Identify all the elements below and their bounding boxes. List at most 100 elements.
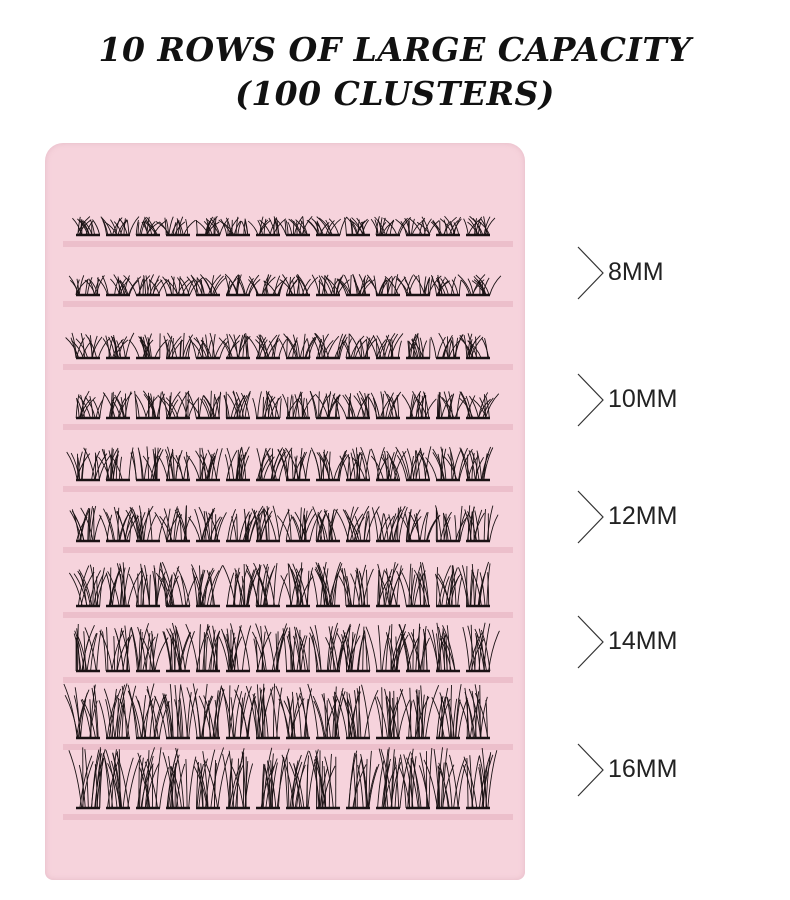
lash-cluster [136, 747, 170, 810]
title-line-2: (100 CLUSTERS) [235, 74, 555, 113]
lash-cluster [423, 747, 467, 810]
lash-cluster [72, 216, 101, 237]
lash-cluster [163, 332, 194, 360]
lash-cluster [309, 390, 341, 420]
lash-cluster [100, 216, 140, 237]
lash-cluster [185, 623, 221, 673]
lash-cluster [281, 749, 319, 810]
lash-cluster [224, 273, 261, 297]
lash-cluster [338, 564, 374, 608]
lash-cluster [425, 446, 473, 482]
lash-cluster [339, 446, 371, 482]
lash-cluster [277, 447, 312, 482]
lash-cluster [190, 564, 223, 608]
lash-cluster [130, 446, 164, 482]
lash-cluster [311, 274, 350, 297]
lash-cluster [395, 446, 432, 482]
lash-cluster [398, 623, 430, 673]
lash-cluster [335, 390, 370, 420]
lash-cluster [430, 332, 464, 360]
lash-cluster [256, 747, 290, 810]
lash-rows [63, 215, 513, 820]
tray-groove [63, 486, 513, 492]
lash-cluster [220, 684, 257, 740]
lash-cluster [154, 684, 198, 740]
lash-cluster [344, 216, 370, 237]
lash-cluster [157, 390, 200, 420]
lash-cluster [66, 447, 111, 482]
chevron-icon [577, 246, 604, 300]
lash-cluster [436, 391, 466, 420]
lash-cluster [310, 561, 343, 608]
chevron-icon [577, 743, 604, 797]
lash-cluster [130, 623, 169, 673]
lash-cluster [125, 505, 166, 543]
lash-cluster [256, 447, 293, 482]
lash-cluster [368, 390, 402, 420]
lash-cluster [274, 215, 313, 237]
lash-cluster [280, 562, 314, 608]
lash-cluster [276, 507, 322, 543]
lash-cluster [459, 446, 494, 482]
lash-cluster [459, 333, 490, 360]
lash-tray [45, 143, 525, 880]
lash-cluster [98, 447, 134, 482]
lash-cluster [193, 747, 231, 810]
lash-cluster [127, 683, 170, 740]
lash-cluster [282, 391, 316, 420]
lash-cluster [102, 749, 142, 810]
tray-groove [63, 301, 513, 307]
lash-cluster [218, 216, 250, 237]
lash-cluster [458, 561, 491, 608]
lash-cluster [102, 332, 135, 360]
lash-cluster [65, 332, 111, 360]
lash-cluster [462, 747, 498, 810]
lash-cluster [334, 684, 379, 740]
lash-cluster [99, 625, 133, 673]
lash-cluster [96, 274, 142, 297]
lash-cluster [282, 626, 310, 673]
lash-cluster [398, 747, 433, 810]
lash-cluster [341, 333, 376, 360]
lash-cluster [218, 332, 251, 360]
length-label-10mm: 10MM [576, 372, 736, 428]
tray-groove [63, 547, 513, 553]
lash-cluster [365, 623, 409, 673]
lash-cluster [128, 333, 169, 360]
chevron-icon [577, 490, 604, 544]
lash-cluster [195, 215, 229, 237]
lash-cluster [135, 216, 167, 237]
tray-groove [63, 677, 513, 683]
lash-cluster [370, 216, 412, 237]
chevron-icon [577, 373, 604, 427]
lash-cluster [73, 623, 102, 673]
lash-cluster [158, 446, 190, 482]
tray-groove [63, 612, 513, 618]
lash-cluster [154, 505, 192, 543]
lash-cluster [98, 683, 137, 740]
lash-cluster [123, 274, 168, 297]
lash-cluster [464, 505, 499, 543]
lash-cluster [105, 562, 142, 608]
length-label-12mm: 12MM [576, 489, 736, 545]
length-label-8mm: 8MM [576, 245, 736, 301]
lash-cluster [371, 505, 408, 543]
lash-cluster [186, 447, 223, 482]
lash-cluster [457, 274, 502, 297]
lash-cluster [63, 683, 100, 740]
lash-cluster [252, 390, 282, 420]
lash-cluster [222, 748, 254, 810]
lash-cluster [188, 506, 227, 543]
lash-cluster [399, 685, 440, 740]
lash-cluster [128, 562, 166, 608]
lash-cluster [246, 334, 287, 360]
length-label-16mm: 16MM [576, 742, 736, 798]
lash-cluster [370, 447, 407, 482]
tray-groove [63, 814, 513, 820]
lash-cluster [335, 505, 380, 543]
lash-cluster [247, 216, 287, 237]
lash-cluster [396, 562, 430, 608]
lash-cluster [462, 622, 500, 673]
lash-cluster [275, 685, 313, 740]
lash-cluster [431, 684, 468, 740]
